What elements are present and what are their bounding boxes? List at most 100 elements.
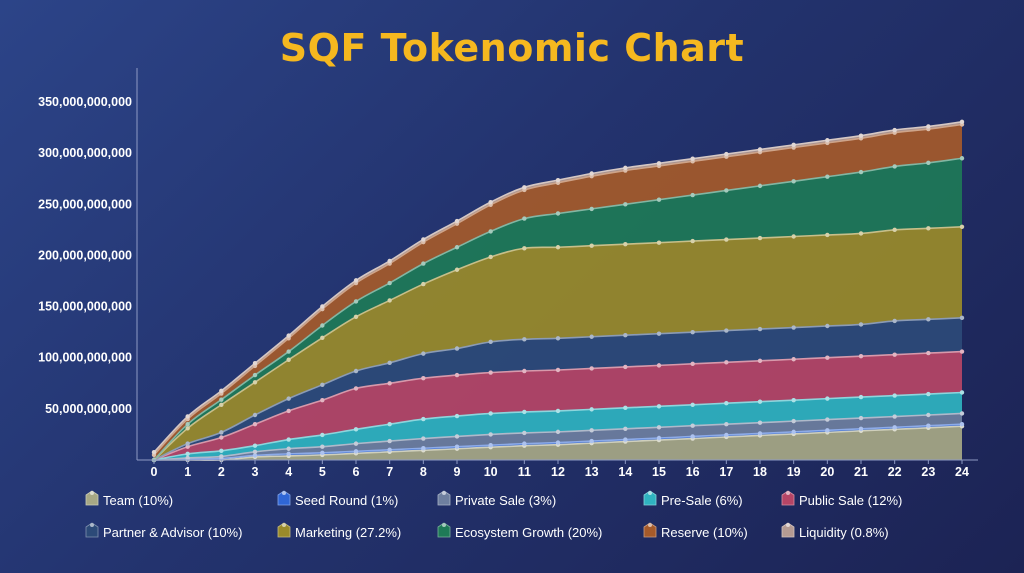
point-ecosystem-growth-16[interactable]	[690, 192, 695, 198]
point-seed-round-7[interactable]	[387, 447, 392, 452]
point-liquidity-12[interactable]	[555, 177, 561, 183]
point-marketing-4[interactable]	[286, 357, 291, 362]
point-public-sale-18[interactable]	[757, 358, 763, 363]
point-private-sale-8[interactable]	[421, 436, 426, 441]
point-marketing-9[interactable]	[454, 267, 460, 272]
point-marketing-7[interactable]	[387, 298, 392, 303]
point-marketing-3[interactable]	[252, 380, 258, 385]
point-seed-round-19[interactable]	[791, 429, 796, 435]
point-public-sale-5[interactable]	[320, 397, 325, 403]
point-liquidity-0[interactable]	[151, 450, 157, 455]
point-ecosystem-growth-19[interactable]	[791, 179, 796, 184]
point-marketing-18[interactable]	[757, 235, 763, 241]
point-liquidity-17[interactable]	[724, 151, 729, 157]
point-partner-and-advisor-8[interactable]	[421, 351, 426, 356]
point-pre-sale-4[interactable]	[286, 437, 291, 442]
legend-item-seed-round[interactable]: Seed Round (1%)	[277, 490, 398, 508]
point-partner-and-advisor-11[interactable]	[522, 337, 527, 342]
point-seed-round-6[interactable]	[353, 449, 359, 454]
point-private-sale-16[interactable]	[690, 423, 695, 428]
legend-item-pre-sale[interactable]: Pre-Sale (6%)	[643, 490, 743, 508]
point-pre-sale-20[interactable]	[825, 396, 830, 401]
point-liquidity-11[interactable]	[522, 185, 527, 190]
point-ecosystem-growth-18[interactable]	[757, 183, 763, 189]
point-seed-round-23[interactable]	[926, 423, 931, 428]
point-private-sale-18[interactable]	[757, 420, 763, 425]
point-pre-sale-1[interactable]	[185, 451, 190, 457]
point-marketing-14[interactable]	[623, 241, 628, 247]
point-pre-sale-21[interactable]	[858, 394, 864, 400]
point-marketing-24[interactable]	[959, 224, 965, 229]
point-partner-and-advisor-22[interactable]	[892, 318, 897, 324]
point-public-sale-22[interactable]	[892, 352, 897, 357]
point-liquidity-1[interactable]	[185, 414, 190, 419]
point-marketing-6[interactable]	[353, 314, 359, 319]
point-private-sale-15[interactable]	[656, 425, 662, 430]
point-seed-round-11[interactable]	[522, 441, 527, 446]
point-partner-and-advisor-21[interactable]	[858, 322, 864, 327]
point-liquidity-6[interactable]	[353, 278, 359, 283]
point-ecosystem-growth-13[interactable]	[589, 206, 594, 212]
point-pre-sale-11[interactable]	[522, 409, 527, 415]
point-seed-round-5[interactable]	[320, 450, 325, 456]
point-ecosystem-growth-4[interactable]	[286, 349, 291, 354]
point-partner-and-advisor-14[interactable]	[623, 333, 628, 338]
point-pre-sale-10[interactable]	[488, 411, 493, 416]
point-liquidity-2[interactable]	[219, 388, 224, 394]
point-ecosystem-growth-12[interactable]	[555, 211, 561, 216]
point-liquidity-15[interactable]	[656, 161, 662, 166]
point-seed-round-14[interactable]	[623, 437, 628, 442]
point-marketing-15[interactable]	[656, 240, 662, 245]
point-private-sale-2[interactable]	[219, 454, 224, 459]
point-partner-and-advisor-5[interactable]	[320, 382, 325, 388]
point-pre-sale-6[interactable]	[353, 427, 359, 432]
point-seed-round-4[interactable]	[286, 451, 291, 457]
point-liquidity-7[interactable]	[387, 258, 392, 264]
point-pre-sale-13[interactable]	[589, 407, 594, 412]
point-partner-and-advisor-10[interactable]	[488, 339, 493, 345]
point-liquidity-14[interactable]	[623, 165, 628, 171]
point-liquidity-18[interactable]	[757, 147, 763, 152]
point-marketing-23[interactable]	[926, 226, 931, 231]
point-liquidity-20[interactable]	[825, 138, 830, 143]
point-marketing-22[interactable]	[892, 227, 897, 233]
point-pre-sale-14[interactable]	[623, 405, 628, 411]
point-marketing-2[interactable]	[219, 402, 224, 407]
point-pre-sale-23[interactable]	[926, 391, 931, 397]
point-ecosystem-growth-3[interactable]	[252, 372, 258, 378]
point-pre-sale-7[interactable]	[387, 422, 392, 427]
point-public-sale-8[interactable]	[421, 375, 426, 381]
point-liquidity-3[interactable]	[252, 361, 258, 366]
point-seed-round-9[interactable]	[454, 444, 460, 449]
point-ecosystem-growth-23[interactable]	[926, 160, 931, 166]
point-marketing-20[interactable]	[825, 232, 830, 238]
point-partner-and-advisor-7[interactable]	[387, 360, 392, 366]
point-public-sale-9[interactable]	[454, 372, 460, 378]
point-ecosystem-growth-14[interactable]	[623, 202, 628, 207]
point-marketing-12[interactable]	[555, 245, 561, 250]
legend-item-team[interactable]: Team (10%)	[85, 490, 173, 508]
point-marketing-10[interactable]	[488, 254, 493, 260]
point-public-sale-17[interactable]	[724, 360, 729, 365]
point-ecosystem-growth-15[interactable]	[656, 197, 662, 202]
point-partner-and-advisor-19[interactable]	[791, 325, 796, 330]
point-pre-sale-24[interactable]	[959, 390, 965, 395]
point-pre-sale-17[interactable]	[724, 401, 729, 406]
point-seed-round-13[interactable]	[589, 438, 594, 444]
point-marketing-11[interactable]	[522, 246, 527, 251]
point-pre-sale-12[interactable]	[555, 408, 561, 414]
point-liquidity-24[interactable]	[959, 119, 965, 125]
point-partner-and-advisor-16[interactable]	[690, 329, 695, 335]
legend-item-partner-and-advisor[interactable]: Partner & Advisor (10%)	[85, 522, 242, 540]
point-liquidity-22[interactable]	[892, 127, 897, 133]
point-partner-and-advisor-20[interactable]	[825, 323, 830, 329]
point-marketing-13[interactable]	[589, 243, 594, 248]
point-public-sale-12[interactable]	[555, 367, 561, 373]
point-seed-round-21[interactable]	[858, 426, 864, 432]
point-partner-and-advisor-3[interactable]	[252, 412, 258, 418]
point-partner-and-advisor-18[interactable]	[757, 326, 763, 332]
point-ecosystem-growth-1[interactable]	[185, 422, 190, 427]
point-private-sale-12[interactable]	[555, 429, 561, 435]
legend-item-marketing[interactable]: Marketing (27.2%)	[277, 522, 401, 540]
point-private-sale-7[interactable]	[387, 438, 392, 444]
